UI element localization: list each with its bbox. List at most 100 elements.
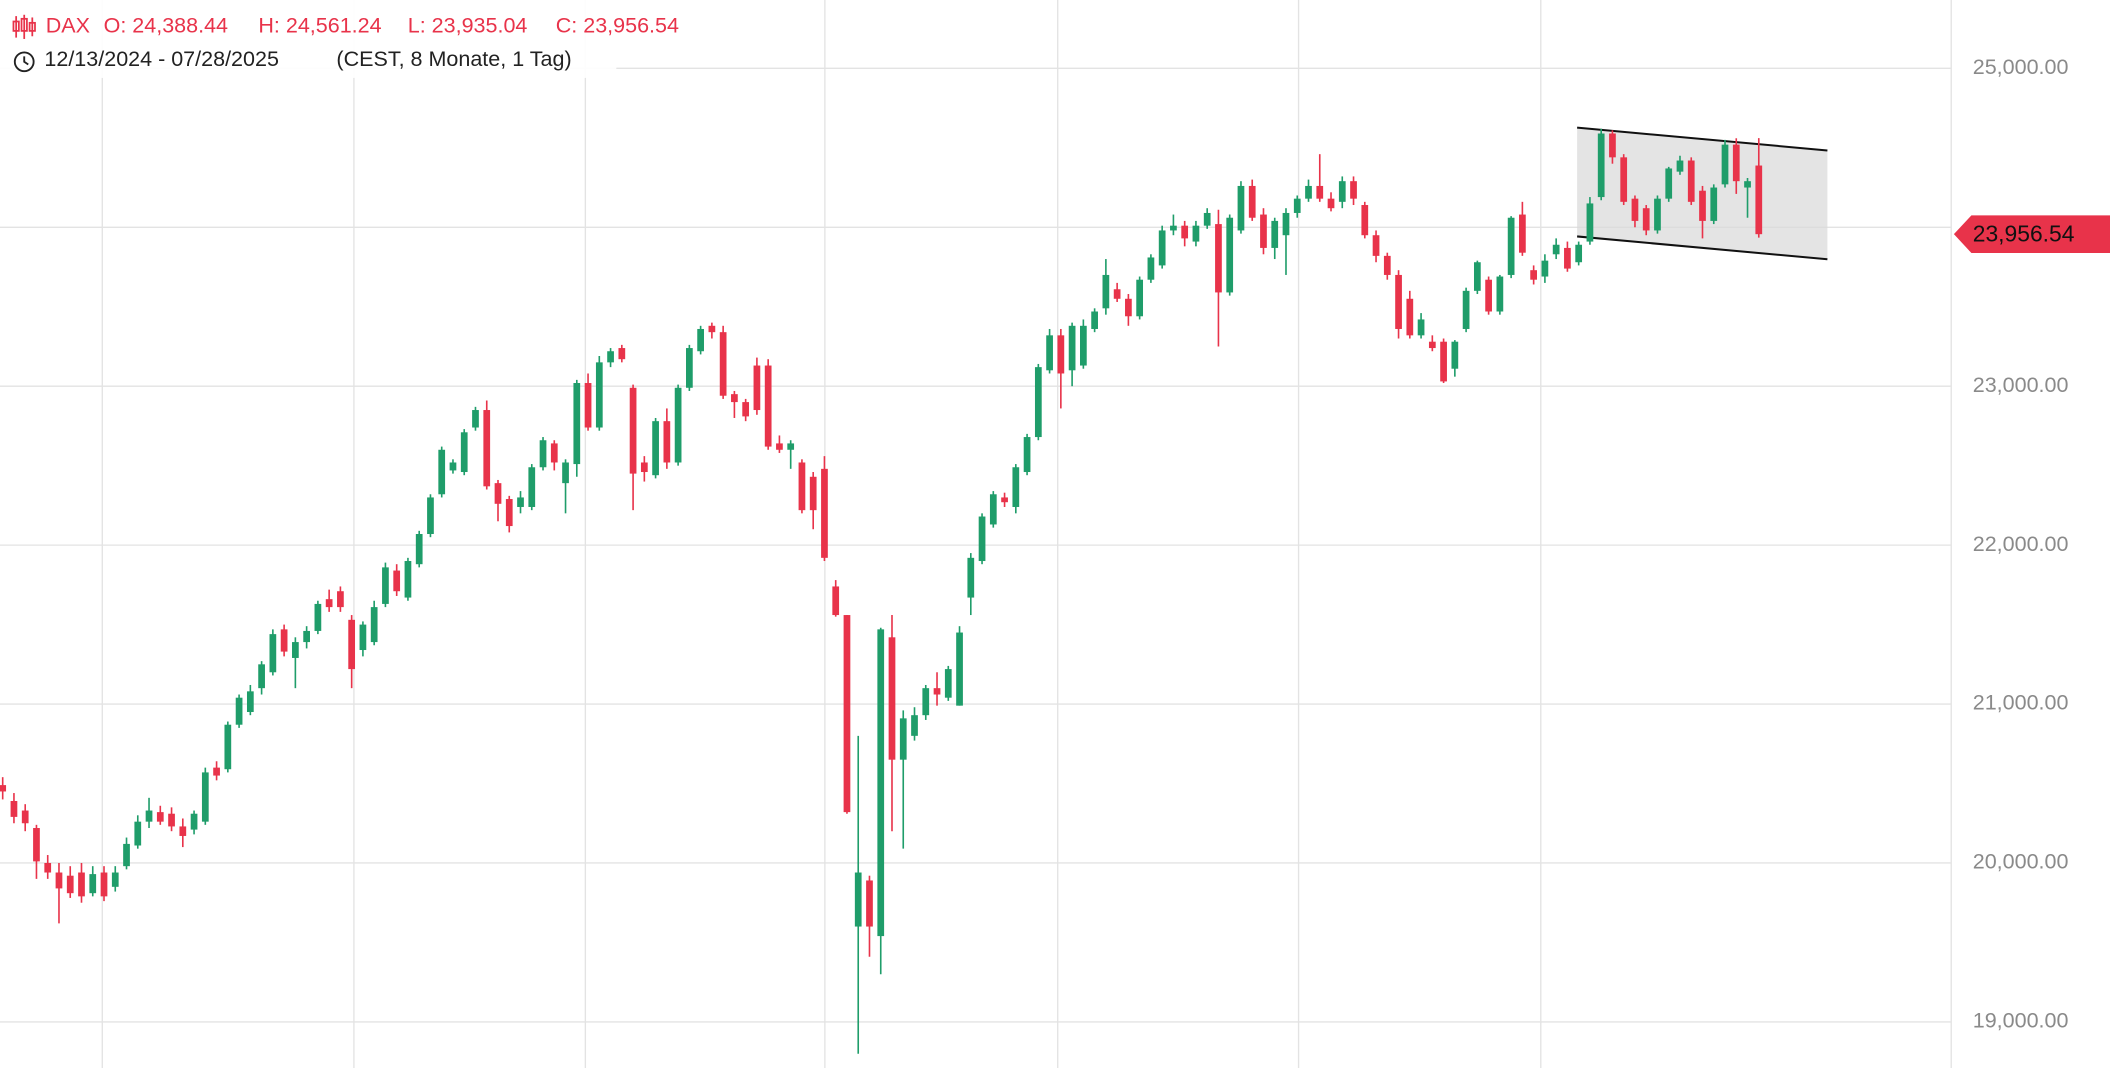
- candle-body: [978, 516, 986, 562]
- candle-body: [505, 499, 513, 527]
- candle-body: [1552, 244, 1560, 255]
- candle-body: [1293, 198, 1301, 213]
- candle-body: [1226, 217, 1234, 293]
- candle-body: [1372, 235, 1380, 256]
- candle-body: [674, 387, 682, 463]
- candle-body: [573, 383, 581, 465]
- candle-body: [190, 813, 198, 830]
- candle-body: [843, 615, 851, 813]
- candle-body: [629, 387, 637, 474]
- candle-body: [78, 872, 85, 897]
- candle-body: [1012, 467, 1020, 507]
- candle-body: [1237, 185, 1245, 231]
- candle-body: [809, 476, 817, 511]
- candle-body: [145, 810, 153, 822]
- candle-body: [854, 872, 862, 927]
- candle-body: [1034, 367, 1042, 438]
- candle-body: [427, 497, 434, 534]
- candle-body: [483, 410, 491, 487]
- candle-body: [1215, 224, 1222, 293]
- candle-body: [1046, 335, 1053, 371]
- y-tick-label: 21,000.00: [1973, 691, 2069, 715]
- candle-body: [1519, 214, 1526, 253]
- candle-body: [697, 328, 704, 352]
- candle-body: [111, 872, 119, 887]
- candle-body: [776, 443, 783, 450]
- range-note: (CEST, 8 Monate, 1 Tag): [336, 47, 571, 71]
- candle-body: [168, 813, 175, 827]
- candle-body: [877, 629, 885, 937]
- candle-body: [10, 801, 18, 817]
- y-tick-label: 25,000.00: [1973, 55, 2069, 79]
- candle-body: [1710, 187, 1718, 221]
- candle-body: [719, 332, 727, 396]
- candle-body: [686, 348, 693, 388]
- candle-body: [1485, 279, 1492, 312]
- candle-body: [348, 619, 356, 670]
- candle-body: [393, 570, 401, 592]
- ohlc-label: H: 24,561.24: [258, 14, 381, 38]
- candle-body: [1699, 190, 1706, 221]
- candle-body: [66, 875, 74, 894]
- price-badge-label: 23,956.54: [1973, 221, 2075, 247]
- candle-body: [1462, 290, 1470, 329]
- candle-body: [438, 449, 446, 495]
- candle-body: [1541, 260, 1549, 277]
- candle-body: [866, 880, 873, 927]
- candle-body: [0, 785, 7, 792]
- candle-body: [652, 421, 659, 476]
- candle-body: [123, 843, 130, 867]
- candle-body: [258, 664, 265, 689]
- horizontal-grid: [0, 67, 1952, 1023]
- candle-body: [1102, 274, 1110, 309]
- header-background: [0, 0, 617, 78]
- candle-body: [1473, 262, 1481, 291]
- y-tick-label: 22,000.00: [1973, 532, 2069, 556]
- candle-body: [44, 862, 52, 873]
- candle-body: [899, 718, 907, 760]
- candle-body: [472, 410, 479, 428]
- candle-body: [1305, 185, 1312, 199]
- y-tick-label: 20,000.00: [1973, 850, 2069, 874]
- candle-body: [1755, 165, 1763, 235]
- candle-body: [708, 325, 716, 333]
- candle-body: [1068, 325, 1076, 371]
- candle-body: [539, 440, 547, 468]
- candle-body: [618, 348, 626, 360]
- candle-body: [1687, 160, 1695, 202]
- candle-body: [1530, 270, 1538, 280]
- candle-body: [1496, 276, 1504, 312]
- candle-body: [325, 599, 333, 608]
- candle-icon: [12, 14, 36, 39]
- candle-body: [1440, 341, 1447, 382]
- candle-body: [156, 812, 164, 822]
- candle-body: [1091, 311, 1098, 329]
- candle-body: [1327, 198, 1335, 209]
- clock-icon: [13, 51, 35, 73]
- candle-body: [1260, 214, 1267, 248]
- candle-body: [753, 365, 761, 411]
- candle-body: [21, 810, 29, 824]
- candle-body: [1586, 203, 1594, 242]
- candle-body: [460, 432, 468, 473]
- y-tick-label: 23,000.00: [1973, 373, 2069, 397]
- candle-body: [1001, 497, 1008, 503]
- candle-body: [179, 826, 187, 836]
- channel-top: [1577, 126, 1828, 152]
- candle-body: [224, 724, 232, 770]
- candle-body: [1417, 319, 1425, 336]
- candle-body: [798, 462, 806, 511]
- candle-body: [1665, 168, 1673, 199]
- candle-body: [201, 772, 209, 822]
- candle-body: [1631, 198, 1639, 221]
- channel-bottom: [1577, 235, 1828, 261]
- candle-body: [1338, 181, 1346, 202]
- candle-body: [1282, 212, 1290, 236]
- candle-body: [607, 351, 614, 363]
- candle-body: [989, 494, 997, 525]
- y-tick-label: 19,000.00: [1973, 1009, 2069, 1033]
- candle-body: [742, 402, 750, 417]
- candle-body: [731, 394, 738, 403]
- candle-body: [1023, 437, 1031, 473]
